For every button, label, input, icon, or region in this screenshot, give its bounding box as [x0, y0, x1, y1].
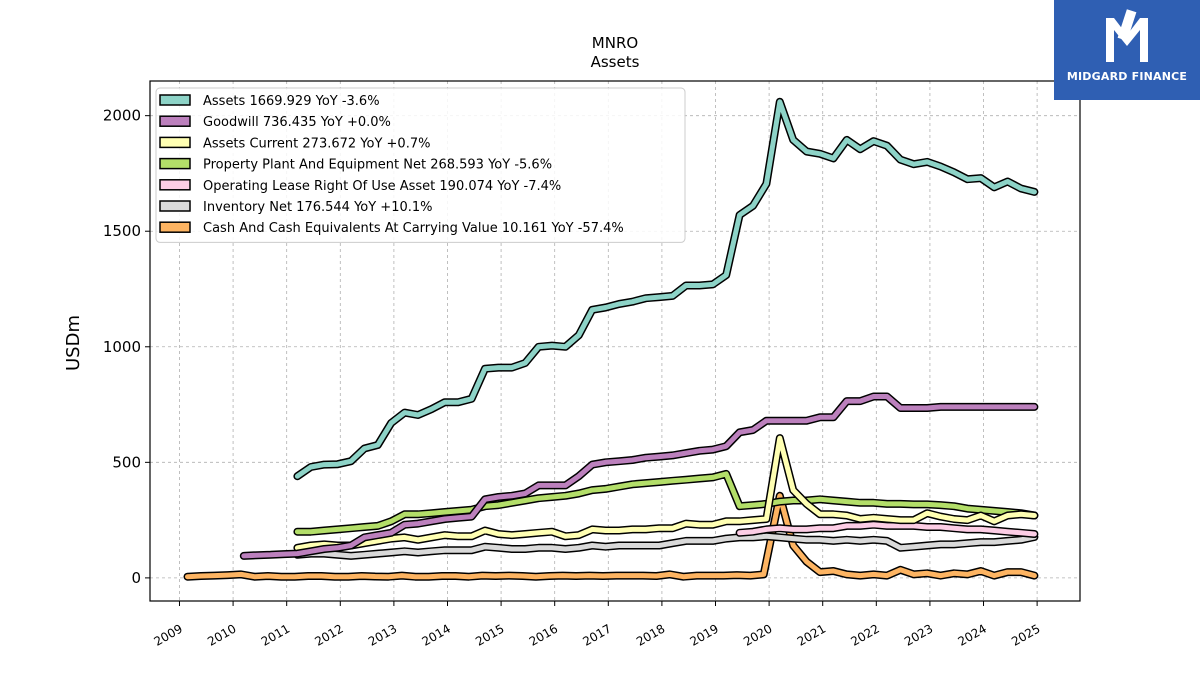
x-tick-label: 2012: [312, 621, 345, 648]
series-line: [185, 493, 1037, 580]
legend-entry: Assets 1669.929 YoY -3.6%: [203, 94, 380, 109]
series-line: [737, 522, 1037, 537]
plot-frame: [149, 80, 1081, 602]
y-tick-label: 0: [131, 569, 141, 587]
y-axis-label: USDm: [63, 315, 84, 371]
legend-entry: Goodwill 736.435 YoY +0.0%: [203, 115, 391, 130]
x-tick-label: 2011: [259, 621, 292, 648]
series-layer: [183, 97, 1039, 581]
x-tick-label: 2021: [795, 621, 828, 648]
x-tick-label: 2019: [688, 621, 721, 648]
logo: MIDGARD FINANCE: [1054, 0, 1200, 100]
legend-entry: Property Plant And Equipment Net 268.593…: [203, 158, 552, 173]
legend-entry: Assets Current 273.672 YoY +0.7%: [203, 136, 430, 151]
x-tick-label: 2020: [741, 621, 774, 648]
legend-swatch: [159, 94, 191, 106]
x-tick-label: 2013: [366, 621, 399, 648]
x-tick-label: 2010: [205, 621, 238, 648]
series-line: [294, 435, 1037, 551]
x-tick-label: 2024: [956, 621, 989, 648]
legend-swatch: [159, 157, 191, 170]
x-tick-label: 2015: [473, 621, 506, 648]
legend-swatch: [159, 221, 191, 233]
y-tick-label: 2000: [103, 107, 141, 125]
legend-entry: Operating Lease Right Of Use Asset 190.0…: [203, 179, 561, 194]
legend-swatch: [159, 200, 191, 212]
x-tick-label: 2009: [152, 621, 185, 648]
x-tick-label: 2025: [1009, 621, 1042, 648]
x-tick-label: 2017: [580, 621, 613, 648]
series-line: [241, 394, 1037, 559]
legend: Assets 1669.929 YoY -3.6% Goodwill 736.43…: [155, 87, 686, 243]
logo-text: MIDGARD FINANCE: [1066, 70, 1188, 83]
x-tick-label: 2016: [527, 621, 560, 648]
legend-box: [155, 87, 686, 243]
legend-entry: Cash And Cash Equivalents At Carrying Va…: [203, 221, 624, 236]
x-tick-label: 2014: [420, 621, 453, 648]
legend-swatch: [159, 136, 191, 149]
x-tick-label: 2018: [634, 621, 667, 648]
series-line: [294, 471, 1037, 535]
y-tick-label: 500: [112, 453, 141, 471]
legend-entry: Inventory Net 176.544 YoY +10.1%: [203, 200, 433, 215]
x-tick-label: 2023: [902, 621, 935, 648]
series-line: [294, 99, 1037, 479]
midgard-logo-icon: [1106, 9, 1148, 62]
legend-swatch: [159, 115, 191, 127]
y-tick-label: 1500: [103, 222, 141, 240]
y-tick-label: 1000: [103, 338, 141, 356]
chart-title: MNRO: [592, 34, 638, 52]
legend-swatch: [159, 179, 191, 191]
chart-subtitle: Assets: [591, 53, 640, 71]
x-tick-label: 2022: [848, 621, 881, 648]
series-line: [294, 533, 1037, 559]
